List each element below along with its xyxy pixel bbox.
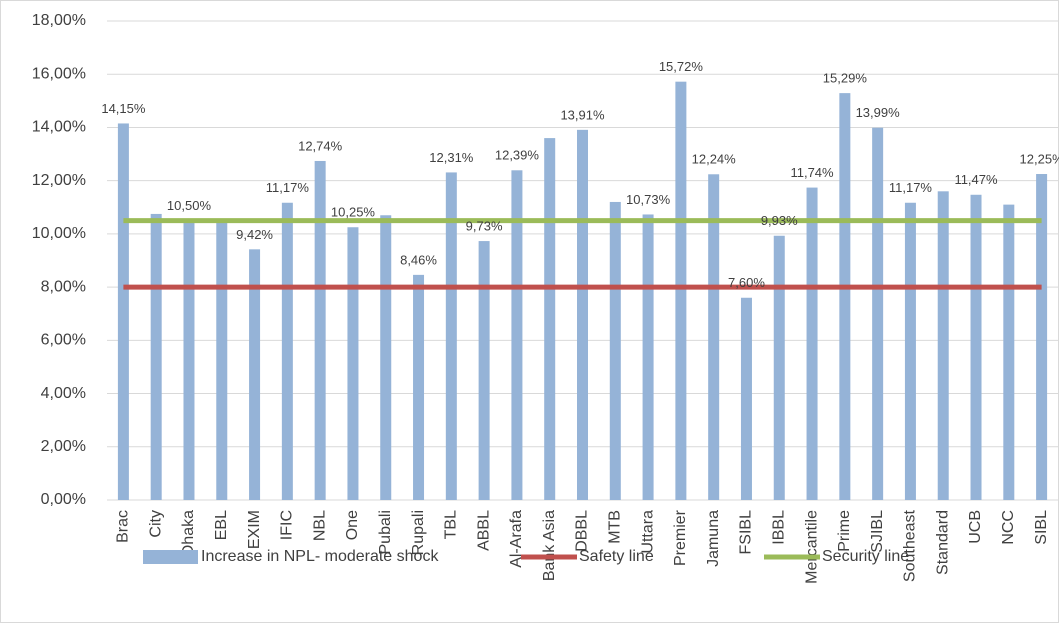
x-tick-label: Uttara	[639, 510, 656, 554]
bar	[249, 249, 261, 500]
bar	[281, 202, 293, 500]
bar	[577, 129, 588, 500]
x-tick-label: IBBL	[770, 510, 787, 545]
bar	[872, 127, 884, 500]
bar	[642, 214, 654, 501]
data-label: 8,46%	[400, 252, 437, 267]
x-tick-label: One	[344, 510, 361, 540]
legend-label: Increase in NPL- moderate shock	[201, 548, 439, 565]
data-label: 7,60%	[728, 275, 765, 290]
y-tick-label: 16,00%	[32, 65, 86, 82]
y-tick-label: 14,00%	[32, 119, 86, 136]
data-label: 14,15%	[101, 101, 146, 116]
y-tick-label: 10,00%	[32, 225, 86, 242]
legend-label: Safety line	[579, 548, 654, 565]
x-tick-label: TBL	[443, 510, 460, 539]
bar	[740, 297, 752, 500]
x-tick-label: NBL	[311, 510, 328, 541]
data-label: 9,42%	[236, 227, 273, 242]
bar	[609, 201, 621, 500]
bar	[183, 220, 195, 501]
data-label: 12,25%	[1020, 151, 1059, 166]
bar	[1036, 174, 1048, 500]
data-label: 13,91%	[560, 107, 605, 122]
data-label: 12,31%	[429, 150, 474, 165]
data-label: 9,73%	[466, 219, 503, 234]
bar	[511, 170, 523, 500]
bar	[445, 172, 457, 500]
data-label: 10,50%	[167, 198, 212, 213]
data-label: 10,73%	[626, 192, 671, 207]
bar	[150, 213, 162, 501]
y-tick-label: 8,00%	[41, 278, 86, 295]
data-label: 15,29%	[823, 71, 868, 86]
x-tick-label: FSIBL	[738, 510, 755, 555]
x-tick-label: MTB	[607, 510, 624, 544]
data-label: 11,74%	[790, 165, 834, 180]
data-label: 10,25%	[331, 205, 376, 220]
bar	[380, 215, 392, 500]
bar	[937, 191, 949, 501]
legend-swatch	[143, 550, 198, 564]
y-tick-label: 2,00%	[41, 438, 86, 455]
y-tick-label: 12,00%	[32, 172, 86, 189]
x-tick-label: EBL	[213, 510, 230, 540]
data-label: 11,47%	[954, 172, 998, 187]
data-label: 11,17%	[889, 180, 933, 195]
x-tick-label: UCB	[967, 510, 984, 544]
bar	[675, 81, 687, 500]
y-tick-label: 4,00%	[41, 385, 86, 402]
bar	[839, 93, 851, 500]
x-tick-label: Prime	[836, 510, 853, 552]
bar	[1003, 204, 1015, 500]
x-tick-label: EXIM	[246, 510, 263, 549]
x-tick-label: SJIBL	[869, 510, 886, 553]
legend-label: Security line	[822, 548, 909, 565]
y-tick-label: 6,00%	[41, 332, 86, 349]
x-tick-label: City	[147, 510, 164, 538]
x-tick-label: ABBL	[475, 510, 492, 551]
bar	[413, 274, 425, 500]
data-label: 12,39%	[495, 148, 540, 163]
bar	[347, 227, 359, 500]
y-tick-label: 0,00%	[41, 491, 86, 508]
bar	[544, 138, 556, 501]
x-tick-label: Pubali	[377, 510, 394, 554]
bar	[216, 221, 228, 501]
bar	[970, 194, 982, 500]
data-label: 15,72%	[659, 59, 704, 74]
x-tick-label: NCC	[1000, 510, 1017, 545]
x-tick-label: Mercantile	[803, 510, 820, 584]
x-tick-label: DBBL	[574, 510, 591, 552]
y-tick-label: 18,00%	[32, 12, 86, 29]
x-tick-label: Brac	[115, 510, 132, 543]
x-tick-label: Dhaka	[180, 510, 197, 556]
data-label: 12,74%	[298, 138, 343, 153]
data-label: 13,99%	[856, 105, 901, 120]
data-label: 9,93%	[761, 213, 798, 228]
bar	[117, 123, 129, 501]
x-tick-label: Bank Asia	[541, 510, 558, 581]
bar	[314, 160, 326, 501]
x-tick-label: Premier	[672, 509, 689, 566]
x-tick-label: Al-Arafa	[508, 510, 525, 568]
x-tick-label: Jamuna	[705, 510, 722, 567]
bar	[708, 174, 720, 500]
bar	[478, 241, 490, 500]
x-tick-label: SIBL	[1033, 510, 1050, 545]
data-label: 12,24%	[692, 152, 737, 167]
x-tick-label: Standard	[934, 510, 951, 575]
x-tick-label: Rupali	[410, 510, 427, 555]
x-tick-label: IFIC	[279, 510, 296, 540]
bar	[773, 235, 785, 501]
bar	[904, 202, 916, 500]
x-tick-label: Southeast	[902, 509, 919, 582]
data-label: 11,17%	[266, 180, 310, 195]
bar	[806, 187, 818, 500]
